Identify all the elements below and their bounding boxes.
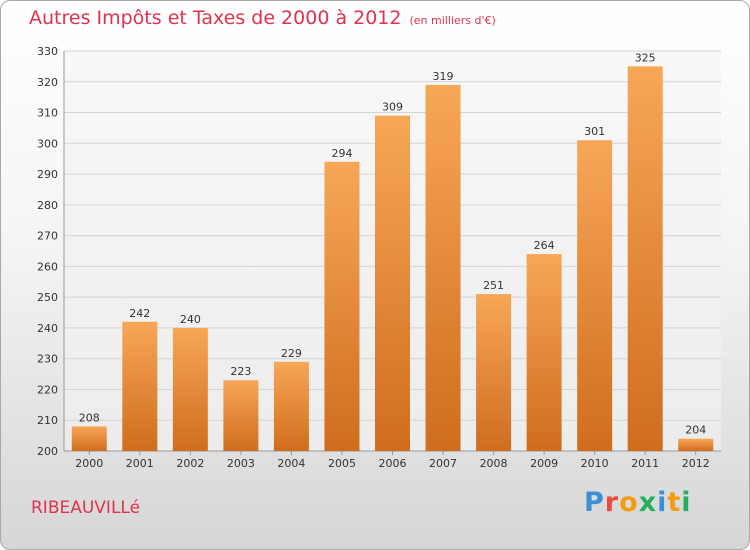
bar-value-label: 309 bbox=[382, 101, 403, 114]
y-tick-label: 320 bbox=[37, 76, 58, 89]
bar bbox=[324, 161, 360, 451]
x-tick-label: 2003 bbox=[227, 457, 255, 470]
x-axis-ticks: 2000 2001 2002 2003 2004 2005 2006 2007 2008 2009… bbox=[75, 451, 710, 470]
bar bbox=[223, 380, 259, 451]
x-tick-label: 2005 bbox=[328, 457, 356, 470]
bar bbox=[71, 426, 107, 451]
y-tick-label: 220 bbox=[37, 383, 58, 396]
bar-value-label: 319 bbox=[433, 70, 454, 83]
proxiti-logo[interactable]: Proxiti bbox=[584, 487, 692, 518]
chart-unit: (en milliers d'€) bbox=[409, 14, 496, 27]
x-tick-label: 2001 bbox=[126, 457, 154, 470]
x-tick-label: 2008 bbox=[480, 457, 508, 470]
logo-letter: x bbox=[638, 487, 658, 518]
bar-value-label: 240 bbox=[180, 313, 201, 326]
x-tick-label: 2002 bbox=[176, 457, 204, 470]
y-tick-label: 310 bbox=[37, 107, 58, 120]
bar-value-label: 251 bbox=[483, 279, 504, 292]
y-tick-label: 330 bbox=[37, 45, 58, 58]
x-tick-label: 2011 bbox=[631, 457, 659, 470]
y-tick-label: 210 bbox=[37, 414, 58, 427]
x-tick-label: 2000 bbox=[75, 457, 103, 470]
logo-letter: r bbox=[604, 487, 620, 518]
chart-title-text: Autres Impôts et Taxes de 2000 à 2012 bbox=[29, 7, 402, 29]
bar-value-label: 294 bbox=[331, 147, 352, 160]
y-tick-label: 300 bbox=[37, 137, 58, 150]
bar bbox=[526, 254, 562, 451]
bar-value-label: 242 bbox=[129, 307, 150, 320]
bar-value-label: 223 bbox=[230, 365, 251, 378]
y-tick-label: 280 bbox=[37, 199, 58, 212]
y-tick-label: 250 bbox=[37, 291, 58, 304]
x-tick-label: 2004 bbox=[277, 457, 305, 470]
bar-value-label: 325 bbox=[635, 51, 656, 64]
bar-value-label: 264 bbox=[534, 239, 555, 252]
x-tick-label: 2010 bbox=[581, 457, 609, 470]
bar bbox=[375, 115, 410, 451]
x-tick-label: 2009 bbox=[530, 457, 558, 470]
y-tick-label: 240 bbox=[37, 322, 58, 335]
bar-value-label: 204 bbox=[685, 424, 706, 437]
bar bbox=[425, 84, 461, 451]
y-tick-label: 200 bbox=[37, 445, 58, 458]
bars bbox=[71, 66, 714, 451]
bar bbox=[172, 327, 208, 451]
bar bbox=[273, 361, 309, 451]
bar bbox=[122, 321, 158, 451]
logo-letter: i bbox=[657, 487, 668, 518]
logo-letter: t bbox=[667, 487, 682, 518]
x-tick-label: 2006 bbox=[379, 457, 407, 470]
y-tick-label: 260 bbox=[37, 260, 58, 273]
chart-title: Autres Impôts et Taxes de 2000 à 2012 (en… bbox=[29, 7, 496, 29]
logo-letter: i bbox=[681, 487, 692, 518]
y-tick-label: 290 bbox=[37, 168, 58, 181]
bar bbox=[627, 66, 663, 451]
y-axis-ticks: 200 210 220 230 240 250 260 270 280 290 300 310 320 3… bbox=[37, 45, 58, 458]
bar bbox=[577, 140, 613, 451]
commune-name: RIBEAUVILLé bbox=[31, 498, 141, 518]
bar bbox=[476, 294, 512, 451]
bar-value-label: 208 bbox=[79, 411, 100, 424]
x-tick-label: 2012 bbox=[682, 457, 710, 470]
logo-letter: P bbox=[584, 487, 605, 518]
bar-value-labels: 208 242 240 223 229 294 309 319 251 264 301 325 204 bbox=[79, 51, 706, 436]
bar-value-label: 301 bbox=[584, 125, 605, 138]
y-tick-label: 270 bbox=[37, 230, 58, 243]
y-tick-label: 230 bbox=[37, 353, 58, 366]
bar-value-label: 229 bbox=[281, 347, 302, 360]
x-tick-label: 2007 bbox=[429, 457, 457, 470]
logo-letter: o bbox=[619, 487, 639, 518]
bar bbox=[678, 438, 714, 451]
